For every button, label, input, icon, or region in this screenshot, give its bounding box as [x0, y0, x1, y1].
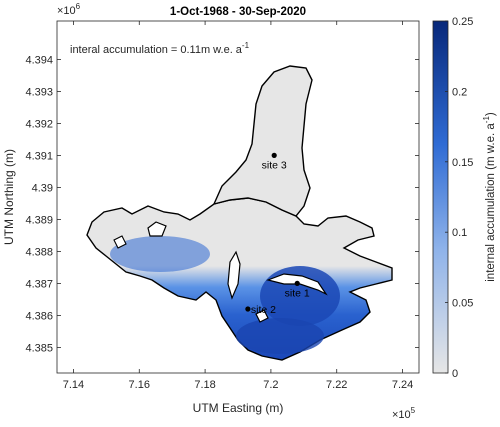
y-axis-label: UTM Northing (m) [2, 149, 16, 245]
site-label: site 1 [285, 287, 310, 299]
y-tick-label: 4.385 [25, 342, 53, 354]
site-marker [271, 152, 277, 158]
glacier [86, 65, 393, 361]
y-tick-label: 4.393 [25, 86, 53, 98]
colorbar-tick-label: 0.2 [452, 86, 467, 98]
colorbar-tick-label: 0.05 [452, 298, 473, 310]
x-tick-label: 7.18 [194, 379, 215, 391]
y-tick-label: 4.39 [32, 182, 53, 194]
y-tick-label: 4.394 [25, 54, 53, 66]
y-tick-label: 4.389 [25, 214, 53, 226]
x-tick-label: 7.14 [63, 379, 84, 391]
y-axis-exponent: ×106 [57, 2, 81, 17]
x-tick-label: 7.2 [263, 379, 278, 391]
y-tick-label: 4.387 [25, 278, 53, 290]
y-tick-label: 4.388 [25, 246, 53, 258]
accumulation-annotation: interal accumulation = 0.11m w.e. a-1 [70, 41, 250, 56]
x-axis-ticks: 7.14 7.16 7.18 7.2 7.22 7.24 [63, 21, 413, 391]
colorbar-ticks: 0 0.05 0.1 0.15 0.2 0.25 [445, 16, 473, 380]
site-marker [245, 306, 251, 312]
colorbar-tick-label: 0 [452, 368, 458, 380]
mid-patch-west [110, 236, 210, 272]
colorbar-tick-label: 0.1 [452, 227, 467, 239]
x-axis-label: UTM Easting (m) [193, 401, 284, 415]
site-label: site 3 [262, 159, 287, 171]
site-label: site 2 [251, 304, 276, 316]
nunatak-4 [255, 309, 269, 323]
site-marker [294, 280, 300, 286]
glacier-upper-tongue [212, 65, 313, 217]
x-tick-label: 7.22 [326, 379, 347, 391]
x-tick-label: 7.16 [129, 379, 150, 391]
colorbar-tick-label: 0.25 [452, 16, 473, 28]
site-markers: site 1 site 2 site 3 [245, 152, 310, 316]
y-tick-label: 4.391 [25, 150, 53, 162]
y-axis-ticks: 4.385 4.386 4.387 4.388 4.389 4.39 4.391 4.392 4… [25, 54, 419, 354]
chart-title: 1-Oct-1968 - 30-Sep-2020 [170, 6, 306, 18]
x-axis-exponent: ×105 [392, 406, 416, 421]
y-tick-label: 4.386 [25, 310, 53, 322]
x-tick-label: 7.24 [392, 379, 413, 391]
colorbar-tick-label: 0.15 [452, 157, 473, 169]
y-tick-label: 4.392 [25, 118, 53, 130]
deep-patch-south [236, 318, 324, 354]
nunatak-5 [113, 235, 127, 249]
colorbar [432, 20, 449, 374]
nunatak-1 [147, 221, 167, 237]
colorbar-label: internal accumulation (m w.e. a-1) [482, 112, 497, 282]
nunatak-2 [227, 250, 241, 300]
